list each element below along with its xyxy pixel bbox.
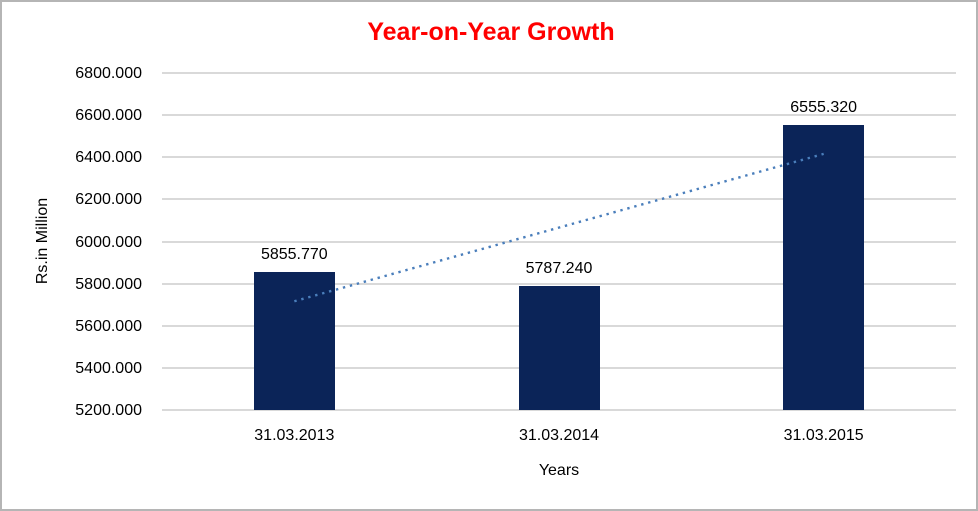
bar	[253, 271, 335, 410]
y-tick-label: 6200.000	[75, 191, 142, 209]
trendline	[294, 152, 824, 303]
x-tick-label: 31.03.2015	[783, 427, 864, 444]
y-tick-label: 6400.000	[75, 149, 142, 167]
x-tick-label: 31.03.2013	[254, 427, 335, 444]
y-tick-label: 5200.000	[75, 402, 142, 419]
gridline	[162, 156, 956, 159]
y-tick-label: 6800.000	[75, 65, 142, 82]
bar-value-label: 5855.770	[260, 245, 328, 263]
x-tick-label: 31.03.2014	[518, 427, 600, 444]
y-tick-label: 6000.000	[75, 233, 142, 251]
gridline	[162, 72, 956, 74]
plot-area	[162, 72, 956, 411]
x-axis-title: Years	[538, 462, 580, 479]
bar-value-label: 5787.240	[525, 260, 593, 278]
y-tick-label: 5800.000	[75, 275, 142, 293]
y-tick-label: 5400.000	[75, 359, 142, 377]
gridline	[162, 282, 956, 285]
gridline	[162, 409, 956, 411]
gridline	[162, 114, 956, 117]
gridline	[162, 198, 956, 201]
bar-value-label: 6555.320	[790, 98, 858, 116]
bar	[518, 286, 600, 410]
y-tick-label: 6600.000	[75, 107, 142, 125]
y-tick-label: 5600.000	[75, 317, 142, 335]
bar	[783, 124, 865, 410]
chart-title: Year-on-Year Growth	[367, 18, 615, 46]
gridline	[162, 240, 956, 243]
